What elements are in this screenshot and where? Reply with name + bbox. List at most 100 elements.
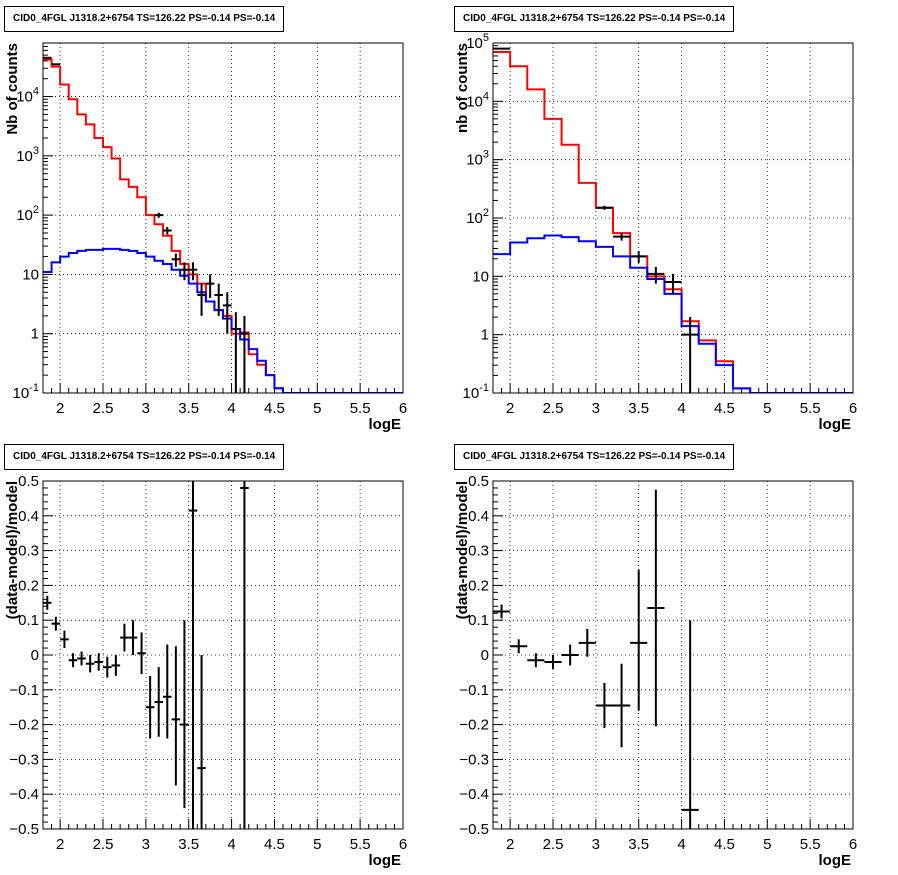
y-tick-label: −0.3 (9, 751, 39, 768)
x-tick-label: 6 (399, 836, 407, 853)
data-point (85, 655, 95, 673)
x-tick-label: 4.5 (264, 400, 285, 417)
axis-ticks (492, 45, 854, 394)
y-tick-label: 104 (16, 86, 39, 106)
y-tick-label: −0.5 (9, 821, 39, 838)
data-point (647, 489, 665, 727)
chart-title-bottom-left: CID0_4FGL J1318.2+6754 TS=126.22 PS=-0.1… (4, 444, 285, 470)
y-tick-base: 10 (466, 35, 483, 52)
x-tick-label: 3.5 (628, 836, 649, 853)
plot-area (43, 56, 403, 393)
x-tick-label: 4.5 (714, 400, 735, 417)
data-point (103, 656, 112, 678)
y-tick-label: 0 (481, 647, 489, 664)
data-point (68, 653, 78, 668)
x-axis-label: logE (369, 852, 402, 869)
data-point (613, 233, 631, 241)
y-tick-base: 10 (16, 89, 33, 106)
data-point (43, 595, 52, 610)
y-tick-label: 10 (472, 268, 489, 285)
data-point (205, 274, 215, 299)
y-tick-base: 10 (463, 385, 480, 402)
y-tick-label: −0.1 (9, 682, 39, 699)
y-axis-label: Nb of counts (4, 43, 21, 135)
x-tick-label: 3.5 (178, 836, 199, 853)
y-tick-base: 10 (466, 152, 483, 169)
plot-area (493, 47, 853, 393)
x-tick-label: 2 (506, 836, 514, 853)
y-tick-base: 10 (16, 207, 33, 224)
series-line-1 (493, 234, 853, 393)
x-tick-label: 5.5 (800, 836, 821, 853)
data-point (544, 655, 562, 669)
y-tick-label: 10-1 (13, 382, 39, 402)
x-tick-label: 2.5 (543, 400, 564, 417)
data-point (154, 212, 163, 218)
y-tick-label: 102 (16, 204, 39, 224)
data-point (154, 667, 163, 737)
x-tick-label: 3 (592, 400, 600, 417)
data-point (128, 620, 138, 655)
y-tick-label: 0.4 (18, 508, 39, 525)
y-tick-label: 0 (31, 647, 39, 664)
x-tick-label: 5.5 (350, 400, 371, 417)
plot-frame (492, 480, 854, 830)
series-line-0 (43, 58, 403, 393)
x-tick-label: 4 (227, 836, 235, 853)
data-point (163, 644, 172, 739)
x-tick-label: 2 (506, 400, 514, 417)
y-tick-label: −0.4 (459, 786, 489, 803)
y-tick-label: 0.5 (18, 473, 39, 490)
data-point (561, 644, 579, 666)
x-tick-label: 2.5 (93, 400, 114, 417)
y-tick-base: 10 (466, 210, 483, 227)
grid (43, 481, 403, 829)
x-tick-label: 6 (849, 400, 857, 417)
data-point (231, 312, 241, 393)
data-point (578, 628, 596, 657)
y-tick-exponent: 4 (483, 90, 489, 102)
data-point (613, 663, 631, 748)
y-tick-base: 10 (13, 385, 30, 402)
y-tick-label: 10-1 (463, 382, 489, 402)
y-tick-label: 10 (22, 266, 39, 283)
y-tick-exponent: -1 (29, 382, 39, 394)
data-point (171, 253, 181, 267)
data-point (163, 227, 172, 235)
data-point (197, 655, 206, 829)
data-point (630, 251, 648, 263)
x-tick-label: 3 (592, 836, 600, 853)
data-points (493, 47, 699, 393)
data-point (647, 266, 665, 284)
y-tick-label: 105 (466, 32, 489, 52)
y-tick-exponent: 3 (483, 149, 489, 161)
data-point (171, 646, 181, 786)
data-point (94, 653, 103, 671)
data-point (197, 283, 206, 316)
data-point (510, 639, 528, 654)
data-point (630, 569, 648, 711)
y-tick-label: 102 (466, 207, 489, 227)
grid (493, 43, 853, 393)
data-point (493, 604, 511, 619)
y-tick-exponent: 2 (483, 207, 489, 219)
data-point (77, 651, 86, 666)
data-point (137, 632, 146, 675)
data-point (51, 616, 61, 631)
y-tick-label: −0.2 (459, 717, 489, 734)
x-tick-label: 2 (56, 836, 64, 853)
y-tick-label: 104 (466, 90, 489, 110)
panel-3: 2 2.5 3 3.5 4 4.5 5 5.5 6 −0.5 −0.4 −0.3 −0.2 −0.1 0 0.… (454, 473, 857, 869)
y-tick-label: 103 (16, 145, 39, 165)
data-point (595, 205, 613, 210)
y-tick-label: 1 (31, 326, 39, 343)
y-tick-label: 0.4 (468, 508, 489, 525)
grid (493, 481, 853, 829)
y-tick-exponent: 5 (483, 32, 489, 44)
chart-title-top-left: CID0_4FGL J1318.2+6754 TS=126.22 PS=-0.1… (4, 6, 285, 32)
x-tick-label: 4.5 (264, 836, 285, 853)
y-tick-exponent: 4 (33, 86, 39, 98)
chart-title-top-right: CID0_4FGL J1318.2+6754 TS=126.22 PS=-0.1… (454, 6, 735, 32)
plot-frame (492, 42, 854, 394)
